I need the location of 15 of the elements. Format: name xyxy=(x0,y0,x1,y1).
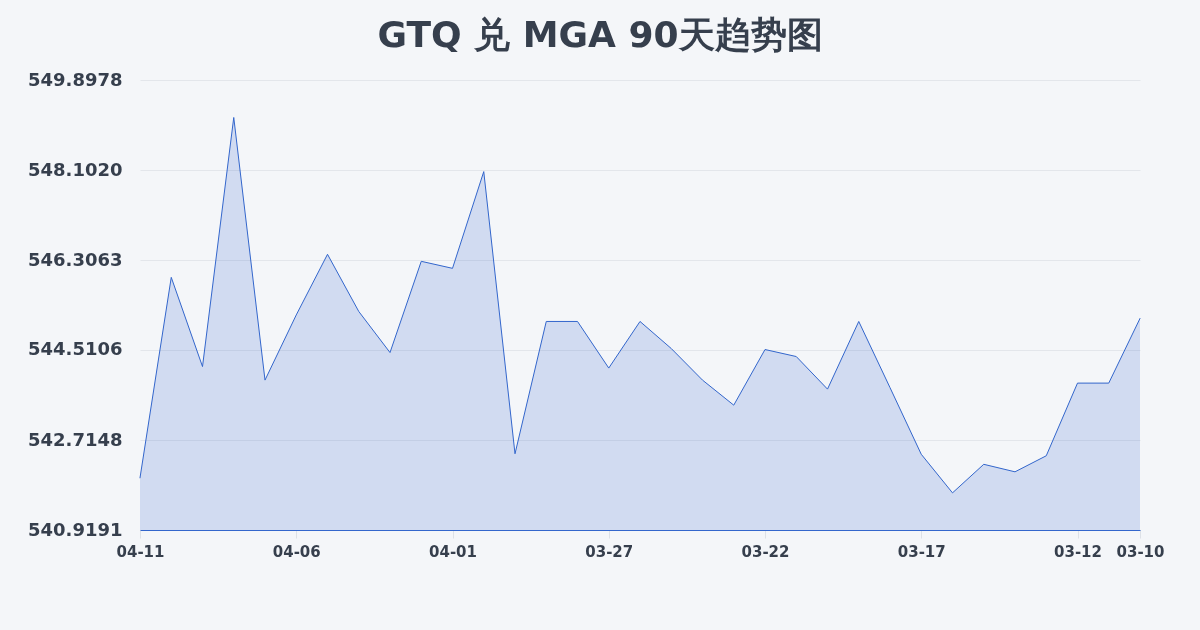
x-tick-label: 04-06 xyxy=(272,542,321,561)
y-tick-label: 549.8978 xyxy=(27,68,123,90)
y-tick-label: 542.7148 xyxy=(27,428,123,450)
chart-title: GTQ 兑 MGA 90天趋势图 xyxy=(377,14,823,55)
y-tick-label: 546.3063 xyxy=(27,248,123,270)
x-tick-label: 03-22 xyxy=(741,542,790,561)
y-tick-label: 540.9191 xyxy=(27,518,123,540)
x-tick-label: 03-17 xyxy=(897,542,946,561)
x-tick-label: 03-12 xyxy=(1054,542,1102,561)
y-tick-label: 548.1020 xyxy=(27,158,123,180)
x-tick-label: 04-01 xyxy=(429,542,477,561)
x-tick-label: 03-10 xyxy=(1116,542,1165,561)
x-tick-label: 04-11 xyxy=(116,542,165,561)
y-tick-label: 544.5106 xyxy=(27,338,123,360)
x-tick-label: 03-27 xyxy=(585,542,634,561)
